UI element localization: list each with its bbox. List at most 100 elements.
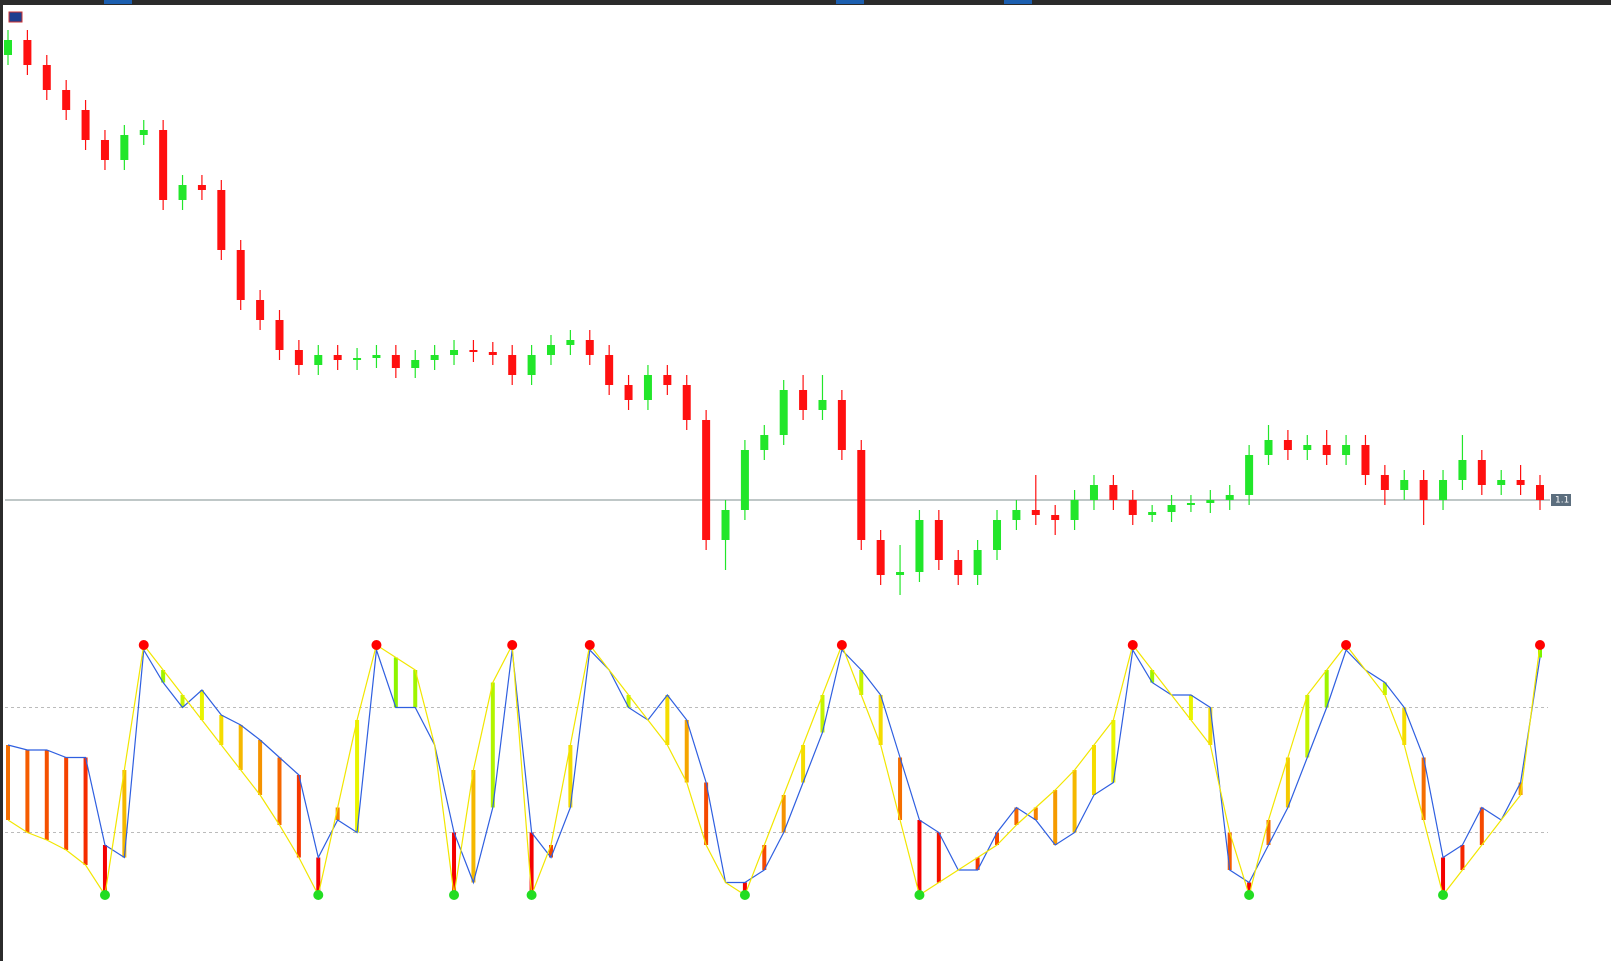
candle-body (256, 300, 265, 320)
candle-body (1206, 500, 1215, 503)
candle-body (799, 390, 808, 410)
chart-icon[interactable] (8, 11, 23, 23)
candle-body (818, 400, 827, 410)
candle-body (1186, 503, 1195, 505)
candle-body (605, 355, 614, 385)
candle-body (1303, 445, 1312, 450)
candle-body (1051, 515, 1060, 520)
candle-body (1400, 480, 1409, 490)
candle-body (139, 130, 148, 135)
candle-body (585, 340, 594, 355)
peak-dot (1341, 640, 1352, 650)
candle-body (682, 385, 691, 420)
candle-body (314, 355, 323, 365)
candle-body (837, 400, 846, 450)
candle-body (876, 540, 885, 575)
indicator-line (7, 648, 1541, 885)
peak-dot (584, 640, 595, 650)
candle-body (1012, 510, 1021, 520)
candle-body (1497, 480, 1506, 485)
candle-body (702, 420, 711, 540)
price-label: 1.1 (1555, 496, 1569, 506)
price-label-box (1551, 494, 1571, 506)
indicator-line (7, 642, 1541, 898)
candle-body (62, 90, 71, 110)
candle-body (1167, 505, 1176, 512)
candle-body (779, 390, 788, 435)
candle-body (120, 135, 129, 160)
candle-body (197, 185, 206, 190)
candle-body (663, 375, 672, 385)
candle-body (1225, 495, 1234, 500)
candle-body (1536, 485, 1544, 500)
candle-body (1477, 460, 1486, 485)
peak-dot (138, 640, 149, 650)
candle-body (643, 375, 652, 400)
peak-dot (836, 640, 847, 650)
peak-dot (1127, 640, 1138, 650)
candle-body (294, 350, 303, 365)
candle-body (217, 190, 226, 250)
candle-body (372, 355, 381, 358)
candle-body (450, 350, 459, 355)
candle-body (1439, 480, 1448, 500)
candle-body (42, 65, 51, 90)
candle-body (1264, 440, 1273, 455)
candle-body (973, 550, 982, 575)
candle-body (23, 40, 32, 65)
candle-body (1070, 500, 1079, 520)
candle-body (1089, 485, 1098, 500)
candle-body (469, 350, 478, 352)
peak-dot (507, 640, 518, 650)
candle-body (4, 40, 12, 55)
toolbar-tab (836, 0, 864, 4)
candle-body (1458, 460, 1467, 480)
trough-dot (99, 890, 110, 900)
candle-body (740, 450, 749, 510)
candle-body (1245, 455, 1254, 495)
candle-body (1031, 510, 1040, 515)
candle-body (353, 358, 362, 360)
candle-body (391, 355, 400, 368)
candle-body (1148, 512, 1157, 515)
candle-body (527, 355, 536, 375)
trough-dot (313, 890, 324, 900)
candle-body (993, 520, 1002, 550)
candle-body (954, 560, 963, 575)
toolbar-tab (104, 0, 132, 4)
candle-body (915, 520, 924, 572)
candle-body (934, 520, 943, 560)
candle-body (760, 435, 769, 450)
trough-dot (1438, 890, 1449, 900)
candle-body (1516, 480, 1525, 485)
candle-body (275, 320, 284, 350)
candle-body (1322, 445, 1331, 455)
candle-body (896, 572, 905, 575)
toolbar-strip (0, 0, 1611, 5)
candle-body (1419, 480, 1428, 500)
trough-dot (1244, 890, 1255, 900)
candle-body (546, 345, 555, 355)
trough-dot (914, 890, 925, 900)
candle-body (1380, 475, 1389, 490)
candle-body (624, 385, 633, 400)
trough-dot (739, 890, 750, 900)
peak-dot (371, 640, 382, 650)
candle-body (1283, 440, 1292, 450)
candle-body (721, 510, 730, 540)
left-border (0, 0, 3, 961)
candle-body (1128, 500, 1137, 515)
candle-body (566, 340, 575, 345)
toolbar-tab (1004, 0, 1032, 4)
candle-body (236, 250, 245, 300)
candle-body (857, 450, 866, 540)
trough-dot (526, 890, 537, 900)
candle-body (1361, 445, 1370, 475)
candle-body (159, 130, 168, 200)
candle-body (178, 185, 187, 200)
candle-body (488, 352, 497, 355)
candle-body (81, 110, 90, 140)
candle-body (1109, 485, 1118, 500)
